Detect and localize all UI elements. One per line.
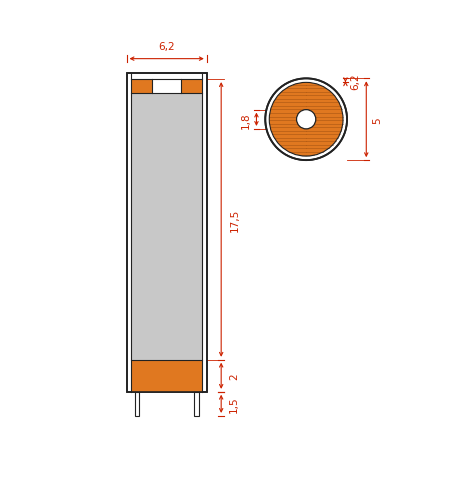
Circle shape xyxy=(265,79,346,161)
Text: 2: 2 xyxy=(229,373,239,379)
Bar xyxy=(131,80,202,360)
Bar xyxy=(181,80,202,94)
Bar xyxy=(131,80,151,94)
Text: 5: 5 xyxy=(371,117,381,123)
Bar xyxy=(134,392,139,416)
Bar xyxy=(126,74,206,392)
Bar xyxy=(194,392,198,416)
Bar xyxy=(126,74,206,392)
Circle shape xyxy=(296,110,315,130)
Circle shape xyxy=(269,83,342,157)
Text: 1,5: 1,5 xyxy=(229,396,239,412)
Text: 17,5: 17,5 xyxy=(230,208,240,232)
Text: 6,2: 6,2 xyxy=(158,42,174,52)
Text: 1,8: 1,8 xyxy=(241,112,250,128)
Bar xyxy=(151,80,181,94)
Text: 6,2: 6,2 xyxy=(349,73,359,89)
Bar xyxy=(131,360,202,392)
